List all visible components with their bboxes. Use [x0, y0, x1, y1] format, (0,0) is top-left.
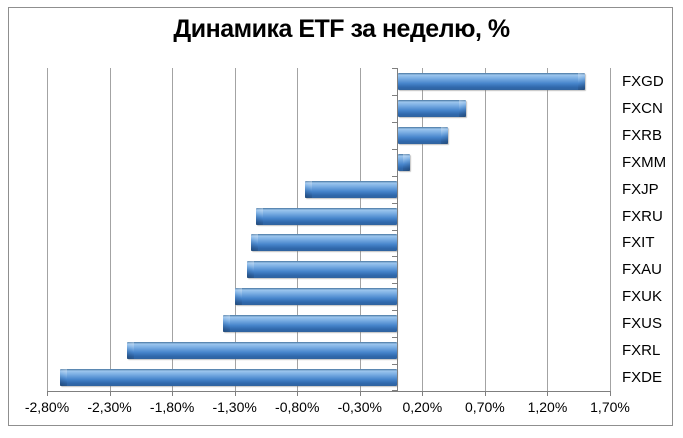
category-axis-tick: [392, 256, 398, 258]
bar-fxde: [59, 369, 398, 387]
x-axis-tick: [359, 392, 361, 396]
category-label-fxus: FXUS: [622, 315, 663, 333]
x-axis-tick: [297, 392, 299, 396]
x-axis-tick-label: 1,20%: [527, 399, 568, 415]
x-axis-tick: [109, 392, 111, 396]
gridline: [297, 68, 299, 391]
plot-area: [47, 68, 611, 391]
x-axis-line: [47, 391, 611, 392]
bar-fxus: [223, 315, 398, 333]
bar-fxrb: [398, 126, 449, 144]
category-axis-tick: [392, 364, 398, 366]
gridline: [109, 68, 111, 391]
category-axis-tick: [392, 310, 398, 312]
x-axis-tick: [422, 392, 424, 396]
x-axis-tick-label: 0,20%: [402, 399, 443, 415]
x-axis-tick-label: -2,30%: [87, 399, 132, 415]
plot-right-border: [610, 68, 611, 391]
x-axis-tick: [610, 392, 611, 396]
x-axis-tick-label: 1,70%: [590, 399, 630, 415]
gridline: [172, 68, 174, 391]
bar-end-bevel: [402, 153, 410, 171]
gridline: [484, 68, 486, 391]
bar-end-bevel: [250, 234, 258, 252]
bar-end-bevel: [127, 342, 135, 360]
x-axis-tick-label: 0,70%: [465, 399, 505, 415]
category-axis-tick: [392, 229, 398, 231]
category-label-fxcn: FXCN: [622, 99, 663, 117]
category-label-fxru: FXRU: [622, 207, 663, 225]
category-label-fxuk: FXUK: [622, 288, 663, 306]
category-axis-tick: [392, 337, 398, 339]
x-axis-tick-label: -1,30%: [212, 399, 257, 415]
category-label-fxau: FXAU: [622, 261, 663, 279]
x-axis-tick-label: -0,30%: [337, 399, 382, 415]
x-axis-tick: [484, 392, 486, 396]
bar-end-bevel: [223, 315, 231, 333]
category-label-fxmm: FXMM: [622, 153, 667, 171]
category-axis-tick: [392, 148, 398, 150]
bar-end-bevel: [441, 126, 449, 144]
category-label-fxde: FXDE: [622, 369, 663, 387]
category-axis-tick: [392, 121, 398, 123]
x-axis-tick-label: -1,80%: [149, 399, 195, 415]
category-axis-tick: [392, 283, 398, 285]
bar-fxjp: [304, 180, 398, 198]
category-label-fxrl: FXRL: [622, 342, 661, 360]
category-axis-tick: [392, 175, 398, 177]
gridline: [47, 68, 48, 391]
category-label-fxjp: FXJP: [622, 180, 659, 198]
x-axis-tick: [547, 392, 549, 396]
bar-end-bevel: [234, 288, 242, 306]
gridline: [234, 68, 236, 391]
category-axis-tick: [392, 202, 398, 204]
x-axis-tick-label: -0,80%: [275, 399, 320, 415]
category-label-fxgd: FXGD: [622, 72, 664, 90]
bar-fxuk: [234, 288, 398, 306]
bar-fxau: [247, 261, 398, 279]
gridline: [359, 68, 361, 391]
gridline: [547, 68, 549, 391]
x-axis-tick-label: -2,80%: [24, 399, 70, 415]
bar-fxgd: [398, 72, 585, 90]
category-axis-line: [397, 68, 399, 391]
category-axis-tick: [392, 94, 398, 96]
x-axis-tick: [47, 392, 48, 396]
x-axis-tick: [172, 392, 174, 396]
gridline: [422, 68, 424, 391]
bar-end-bevel: [59, 369, 67, 387]
bar-end-bevel: [304, 180, 312, 198]
bar-end-bevel: [247, 261, 255, 279]
bar-fxrl: [127, 342, 398, 360]
x-axis-tick: [234, 392, 236, 396]
bar-end-bevel: [577, 72, 585, 90]
category-label-fxrb: FXRB: [622, 126, 663, 144]
bar-fxru: [255, 207, 398, 225]
bar-fxcn: [398, 99, 466, 117]
bar-fxit: [250, 234, 398, 252]
chart-title: Динамика ETF за неделю, %: [173, 15, 510, 43]
bar-end-bevel: [458, 99, 466, 117]
category-label-fxit: FXIT: [622, 234, 655, 252]
category-axis-tick: [392, 390, 398, 391]
category-axis-tick: [392, 68, 398, 69]
bar-fxmm: [398, 153, 410, 171]
bar-end-bevel: [255, 207, 263, 225]
